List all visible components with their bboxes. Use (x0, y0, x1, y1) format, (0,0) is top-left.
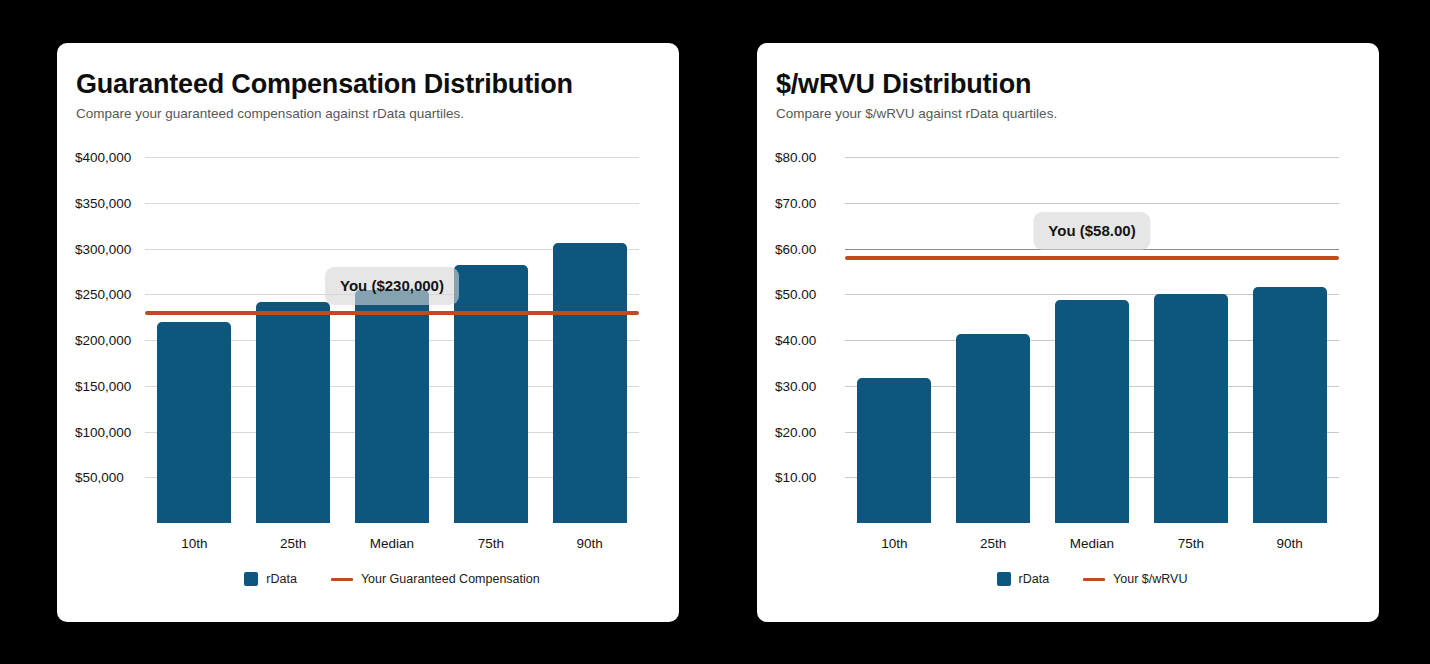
y-axis-tick-label: $50,000 (75, 470, 124, 485)
bar-10th[interactable] (157, 322, 231, 523)
guaranteed-compensation-card: Guaranteed Compensation Distribution Com… (57, 43, 679, 622)
legend-square-swatch (244, 572, 258, 586)
legend-square-swatch (997, 572, 1011, 586)
legend-line-swatch (331, 578, 353, 581)
chart-legend: rData Your $/wRVU (845, 572, 1339, 586)
x-axis-tick-label: 10th (845, 536, 944, 551)
chart-subtitle: Compare your guaranteed compensation aga… (76, 106, 659, 121)
bar-median[interactable] (355, 290, 429, 523)
x-axis: 10th25thMedian75th90th (845, 536, 1339, 551)
x-axis-tick-label: 25th (944, 536, 1043, 551)
y-axis-tick-label: $70.00 (775, 195, 816, 210)
x-axis-tick-label: 10th (145, 536, 244, 551)
bar-slot (244, 157, 343, 523)
legend-item-your-wrvu: Your $/wRVU (1083, 572, 1187, 586)
wrvu-card: $/wRVU Distribution Compare your $/wRVU … (757, 43, 1379, 622)
legend-item-rdata: rData (244, 572, 297, 586)
x-axis-tick-label: 90th (540, 536, 639, 551)
y-axis-tick-label: $50.00 (775, 287, 816, 302)
x-axis-tick-label: Median (343, 536, 442, 551)
wrvu-chart-plot: $80.00$70.00$60.00$50.00$40.00$30.00$20.… (845, 157, 1339, 523)
chart-title: $/wRVU Distribution (776, 68, 1359, 100)
bar-slot (343, 157, 442, 523)
card-header: $/wRVU Distribution Compare your $/wRVU … (757, 43, 1379, 121)
reference-line (845, 256, 1339, 260)
bar-75th[interactable] (454, 265, 528, 523)
y-axis-tick-label: $250,000 (75, 287, 131, 302)
y-axis-tick-label: $350,000 (75, 195, 131, 210)
y-axis-tick-label: $30.00 (775, 378, 816, 393)
legend-label: rData (266, 572, 297, 586)
legend-item-your-guaranteed-compensation: Your Guaranteed Compensation (331, 572, 540, 586)
bar-90th[interactable] (1253, 287, 1327, 523)
x-axis-tick-label: Median (1043, 536, 1142, 551)
bar-75th[interactable] (1154, 294, 1228, 523)
legend-item-rdata: rData (997, 572, 1050, 586)
y-axis-tick-label: $40.00 (775, 333, 816, 348)
page-background: { "page": { "background": "#000000", "ca… (0, 0, 1430, 664)
y-axis-tick-label: $20.00 (775, 424, 816, 439)
legend-label: Your Guaranteed Compensation (361, 572, 540, 586)
bar-10th[interactable] (857, 378, 931, 523)
bar-slot (1141, 157, 1240, 523)
card-header: Guaranteed Compensation Distribution Com… (57, 43, 679, 121)
y-axis-tick-label: $10.00 (775, 470, 816, 485)
legend-line-swatch (1083, 578, 1105, 581)
y-axis-tick-label: $400,000 (75, 150, 131, 165)
y-axis-tick-label: $150,000 (75, 378, 131, 393)
y-axis-tick-label: $100,000 (75, 424, 131, 439)
compensation-chart-plot: $400,000$350,000$300,000$250,000$200,000… (145, 157, 639, 523)
bar-90th[interactable] (553, 243, 627, 523)
chart-subtitle: Compare your $/wRVU against rData quarti… (776, 106, 1359, 121)
bar-slot (441, 157, 540, 523)
bar-series (145, 157, 639, 523)
x-axis-tick-label: 75th (1141, 536, 1240, 551)
bar-slot (944, 157, 1043, 523)
bar-25th[interactable] (256, 302, 330, 523)
x-axis: 10th25thMedian75th90th (145, 536, 639, 551)
bar-median[interactable] (1055, 300, 1129, 523)
legend-label: rData (1019, 572, 1050, 586)
x-axis-tick-label: 75th (441, 536, 540, 551)
legend-label: Your $/wRVU (1113, 572, 1187, 586)
you-value-tooltip: You ($58.00) (1033, 212, 1150, 250)
y-axis-tick-label: $80.00 (775, 150, 816, 165)
bar-slot (540, 157, 639, 523)
y-axis-tick-label: $300,000 (75, 241, 131, 256)
bar-slot (1240, 157, 1339, 523)
y-axis-tick-label: $200,000 (75, 333, 131, 348)
x-axis-tick-label: 90th (1240, 536, 1339, 551)
y-axis-tick-label: $60.00 (775, 241, 816, 256)
reference-line (145, 311, 639, 315)
bar-slot (845, 157, 944, 523)
x-axis-tick-label: 25th (244, 536, 343, 551)
bar-slot (145, 157, 244, 523)
you-value-tooltip: You ($230,000) (325, 267, 459, 305)
chart-title: Guaranteed Compensation Distribution (76, 68, 659, 100)
chart-legend: rData Your Guaranteed Compensation (145, 572, 639, 586)
bar-25th[interactable] (956, 334, 1030, 523)
